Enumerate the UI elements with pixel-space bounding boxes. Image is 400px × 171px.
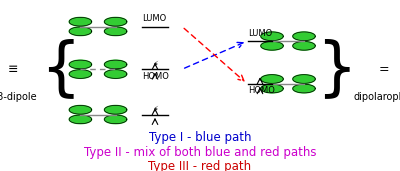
Polygon shape <box>261 42 283 50</box>
Polygon shape <box>261 84 283 93</box>
Polygon shape <box>69 60 92 69</box>
Polygon shape <box>261 32 283 41</box>
Polygon shape <box>104 17 127 26</box>
Text: Type III - red path: Type III - red path <box>148 160 252 171</box>
Text: dipolarophile: dipolarophile <box>354 93 400 102</box>
Polygon shape <box>293 42 315 50</box>
Text: Type I - blue path: Type I - blue path <box>149 131 251 144</box>
Polygon shape <box>293 32 315 41</box>
Text: HOMO: HOMO <box>248 86 275 95</box>
Text: Type II - mix of both blue and red paths: Type II - mix of both blue and red paths <box>84 146 316 159</box>
Text: {: { <box>40 38 80 100</box>
Polygon shape <box>104 106 127 114</box>
Text: HOMO: HOMO <box>142 72 169 81</box>
Text: ≡: ≡ <box>8 63 18 76</box>
Polygon shape <box>69 17 92 26</box>
Text: LUMO: LUMO <box>248 29 272 38</box>
Text: }: } <box>316 38 356 100</box>
Polygon shape <box>104 115 127 124</box>
Polygon shape <box>69 27 92 36</box>
Polygon shape <box>69 115 92 124</box>
Text: LUMO: LUMO <box>142 14 166 23</box>
Polygon shape <box>104 60 127 69</box>
Polygon shape <box>261 75 283 83</box>
Polygon shape <box>104 70 127 78</box>
Polygon shape <box>104 27 127 36</box>
Polygon shape <box>69 106 92 114</box>
Polygon shape <box>293 75 315 83</box>
Text: ⚡: ⚡ <box>152 59 158 68</box>
Polygon shape <box>293 84 315 93</box>
Text: ⚡: ⚡ <box>152 105 158 114</box>
Text: =: = <box>379 63 389 76</box>
Polygon shape <box>69 70 92 78</box>
Text: 1,3-dipole: 1,3-dipole <box>0 93 37 102</box>
